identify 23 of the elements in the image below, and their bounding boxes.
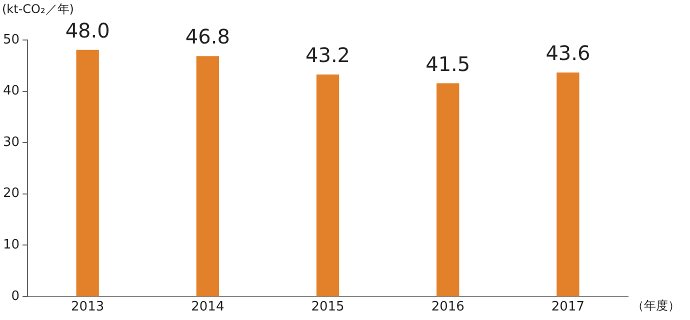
data-label: 43.2 — [306, 43, 350, 68]
x-tick-label: 2015 — [311, 300, 344, 315]
data-label: 43.6 — [546, 41, 590, 66]
bar — [436, 83, 460, 296]
y-axis-title: (kt-CO₂／年) — [2, 2, 74, 16]
y-tick-label: 30 — [2, 134, 20, 150]
x-tick-label: 2016 — [431, 300, 464, 315]
x-tick-label: 2013 — [71, 300, 104, 315]
bar — [556, 72, 580, 296]
y-tick-label: 40 — [2, 84, 20, 99]
bar — [316, 74, 340, 296]
data-label: 46.8 — [185, 24, 230, 49]
x-axis-title: （年度） — [632, 298, 680, 313]
data-label: 41.5 — [426, 52, 470, 76]
x-tick-label: 2017 — [551, 300, 584, 315]
y-tick-label: 10 — [2, 237, 20, 252]
y-tick-label: 0 — [11, 288, 20, 304]
bar — [76, 50, 99, 296]
y-tick-label: 50 — [2, 32, 20, 48]
y-tick-label: 20 — [2, 186, 20, 202]
x-tick-label: 2014 — [191, 300, 224, 315]
data-label: 48.0 — [65, 18, 110, 42]
bar — [196, 56, 220, 296]
